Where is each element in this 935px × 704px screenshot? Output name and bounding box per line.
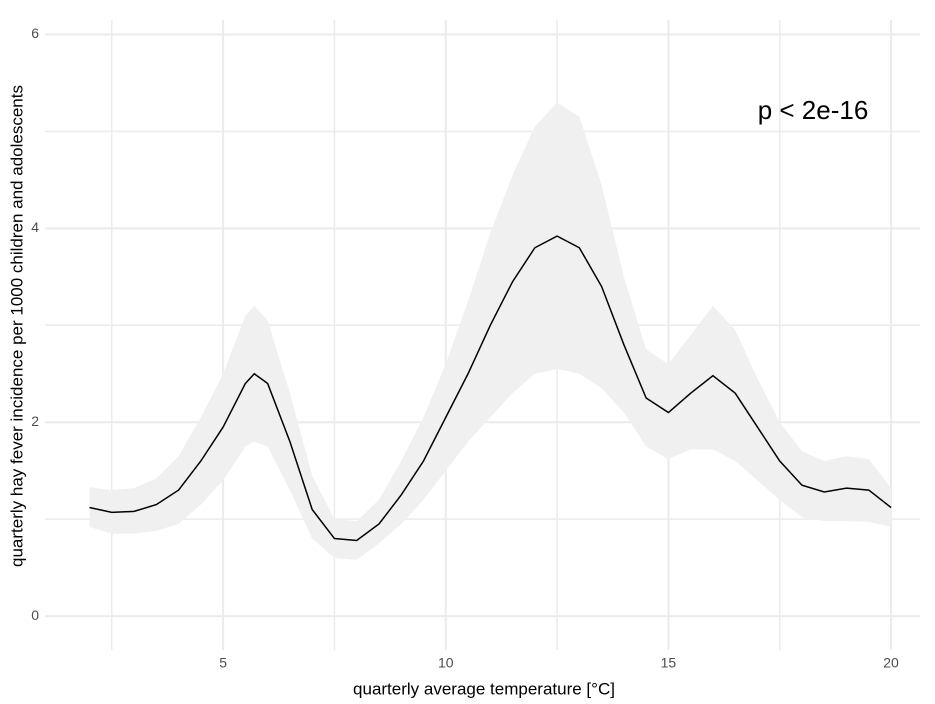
- fit-line: [89, 235, 892, 542]
- x-tick-label: 10: [438, 655, 454, 671]
- x-tick-label: 15: [661, 655, 677, 671]
- x-tick-label: 20: [883, 655, 899, 671]
- y-tick-label: 4: [31, 219, 39, 235]
- confidence-band: [89, 102, 892, 560]
- y-tick-label: 0: [31, 607, 39, 623]
- plot-area: [89, 102, 892, 560]
- y-axis-title: quarterly hay fever incidence per 1000 c…: [7, 85, 26, 567]
- x-tick-label: 5: [219, 655, 227, 671]
- y-tick-label: 2: [31, 413, 39, 429]
- x-axis-title: quarterly average temperature [°C]: [353, 679, 615, 698]
- annotation: p < 2e-16: [758, 95, 869, 125]
- y-tick-label: 6: [31, 25, 39, 41]
